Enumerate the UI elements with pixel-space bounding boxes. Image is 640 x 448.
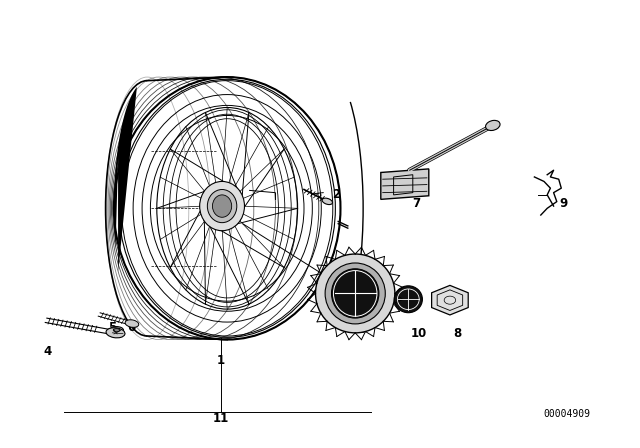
Ellipse shape (332, 269, 379, 318)
Text: 10: 10 (411, 327, 428, 340)
Text: 4: 4 (44, 345, 52, 358)
Ellipse shape (109, 327, 124, 334)
Ellipse shape (394, 286, 422, 313)
Text: 7: 7 (412, 197, 420, 211)
Ellipse shape (200, 181, 244, 231)
Ellipse shape (113, 329, 120, 332)
Polygon shape (381, 169, 429, 199)
Ellipse shape (212, 195, 232, 217)
Text: 11: 11 (212, 412, 229, 426)
Text: 6: 6 (127, 320, 135, 334)
Text: 8: 8 (454, 327, 461, 340)
Polygon shape (431, 285, 468, 315)
Ellipse shape (207, 190, 237, 223)
Ellipse shape (486, 121, 500, 130)
Text: 5: 5 (108, 320, 116, 334)
Polygon shape (114, 87, 137, 272)
Ellipse shape (316, 254, 395, 333)
Text: 1: 1 (217, 354, 225, 367)
Text: 9: 9 (559, 197, 567, 211)
Text: 3: 3 (358, 323, 365, 336)
Ellipse shape (106, 328, 125, 338)
Ellipse shape (325, 263, 385, 324)
Text: 2: 2 (332, 188, 340, 202)
Ellipse shape (125, 320, 139, 327)
Text: 00004909: 00004909 (543, 409, 590, 419)
Ellipse shape (322, 198, 332, 205)
